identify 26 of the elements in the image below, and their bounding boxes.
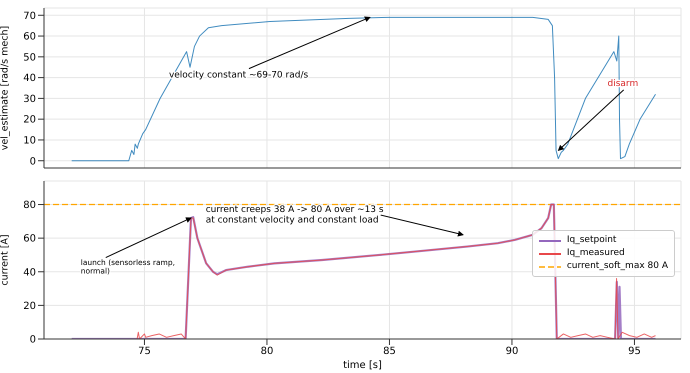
y-axis-title: vel_estimate [rad/s mech] bbox=[0, 26, 10, 150]
y-tick-label: 40 bbox=[23, 73, 36, 84]
y-tick-label: 80 bbox=[23, 200, 36, 212]
x-tick-label: 90 bbox=[506, 346, 518, 358]
legend-label: Iq_setpoint bbox=[566, 234, 616, 247]
legend-label: Iq_measured bbox=[566, 247, 625, 260]
legend-label: current_soft_max 80 A bbox=[566, 260, 668, 273]
y-tick-label: 40 bbox=[23, 267, 36, 278]
y-tick-label: 20 bbox=[23, 300, 36, 312]
y-tick-label: 60 bbox=[23, 32, 36, 43]
x-axis-title: time [s] bbox=[343, 360, 382, 371]
annotation: current creeps 38 A -> 80 A over ~13 s at constant velocity and constant load bbox=[206, 205, 384, 226]
x-tick-label: 75 bbox=[138, 346, 151, 358]
y-tick-label: 20 bbox=[23, 114, 36, 126]
y-tick-label: 30 bbox=[23, 94, 36, 105]
x-tick-label: 80 bbox=[260, 346, 274, 358]
y-tick-label: 70 bbox=[23, 10, 36, 22]
x-tick-label: 95 bbox=[628, 346, 641, 358]
y-tick-label: 10 bbox=[23, 136, 36, 146]
line-series bbox=[71, 16, 656, 162]
y-axis-title: current [A] bbox=[0, 234, 10, 286]
y-tick-label: 50 bbox=[23, 52, 36, 64]
y-tick-label: 0 bbox=[30, 156, 36, 168]
x-tick-label: 85 bbox=[383, 346, 396, 358]
y-tick-label: 60 bbox=[23, 234, 36, 245]
y-tick-label: 0 bbox=[30, 334, 36, 346]
